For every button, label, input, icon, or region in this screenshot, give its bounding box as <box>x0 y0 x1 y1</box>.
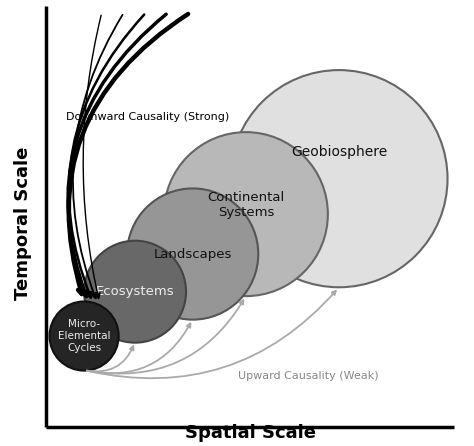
FancyArrowPatch shape <box>68 14 166 297</box>
FancyArrowPatch shape <box>87 323 191 373</box>
Circle shape <box>49 301 118 371</box>
Text: Micro-
Elemental
Cycles: Micro- Elemental Cycles <box>58 319 110 353</box>
Circle shape <box>230 70 447 287</box>
Text: Ecosystems: Ecosystems <box>96 285 174 298</box>
Text: Downward Causality (Strong): Downward Causality (Strong) <box>66 112 229 122</box>
FancyArrowPatch shape <box>69 15 144 297</box>
Circle shape <box>84 241 186 343</box>
Text: Landscapes: Landscapes <box>154 248 232 260</box>
Text: Upward Causality (Weak): Upward Causality (Weak) <box>237 371 378 381</box>
FancyArrowPatch shape <box>69 14 188 294</box>
Text: Continental
Systems: Continental Systems <box>207 191 284 219</box>
Circle shape <box>127 188 258 320</box>
Text: Spatial Scale: Spatial Scale <box>185 425 316 442</box>
FancyArrowPatch shape <box>73 15 122 298</box>
FancyArrowPatch shape <box>87 346 134 372</box>
FancyArrowPatch shape <box>87 300 244 374</box>
Circle shape <box>164 132 328 296</box>
Text: Geobiosphere: Geobiosphere <box>291 145 387 159</box>
FancyArrowPatch shape <box>87 291 336 378</box>
Text: Temporal Scale: Temporal Scale <box>14 146 32 300</box>
FancyArrowPatch shape <box>83 15 101 298</box>
